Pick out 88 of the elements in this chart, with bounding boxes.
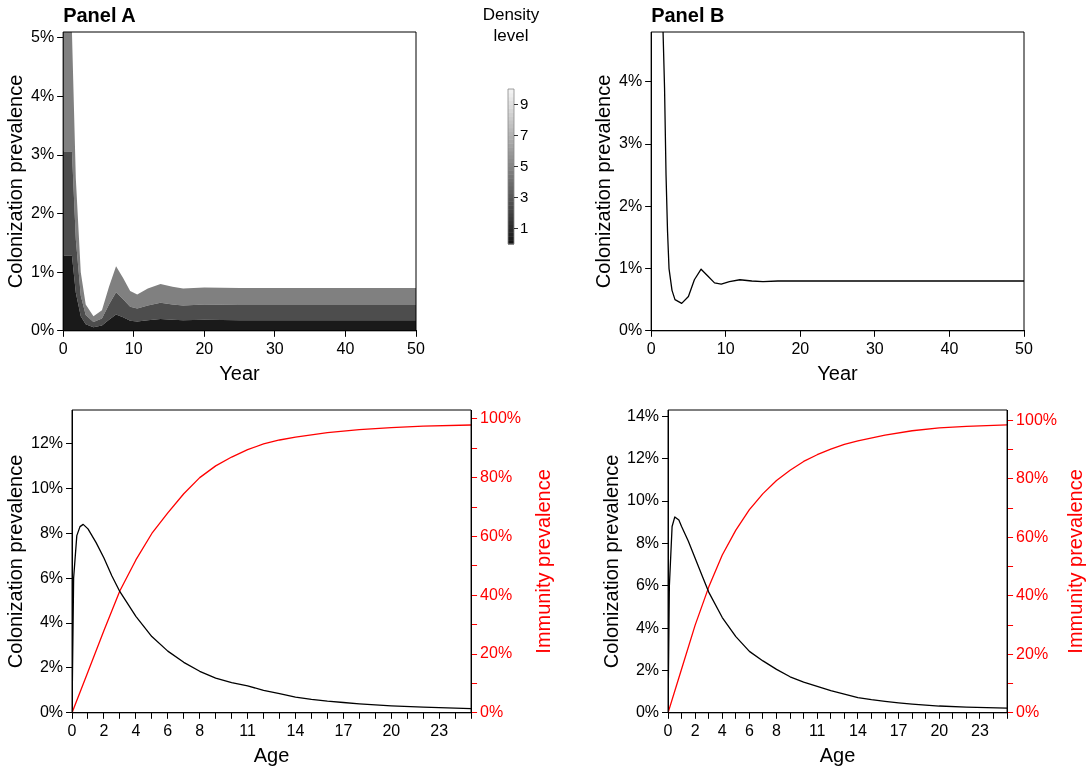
y-tick-label: 6% xyxy=(635,576,660,594)
chart-title: Panel A xyxy=(63,3,136,26)
y2-axis-title: Immunity prevalence xyxy=(531,469,554,654)
y-axis-title: Colonization prevalence xyxy=(591,74,614,289)
y-tick-label: 2% xyxy=(31,204,55,222)
y2-tick-label: 0% xyxy=(480,703,504,721)
x-axis-title: Age xyxy=(819,743,856,766)
y2-tick-label: 20% xyxy=(1016,644,1049,662)
x-tick-label: 20 xyxy=(195,339,214,357)
x-axis-title: Year xyxy=(817,361,859,384)
y-tick-label: 0% xyxy=(39,703,64,721)
y2-tick-label: 80% xyxy=(1016,469,1049,487)
x-tick-label: 20 xyxy=(382,721,401,739)
y-tick-label: 8% xyxy=(39,523,64,541)
y-tick-label: 1% xyxy=(619,258,643,276)
x-tick-label: 6 xyxy=(163,721,173,739)
x-tick-label: 20 xyxy=(930,721,949,739)
y-tick-label: 2% xyxy=(635,660,660,678)
y-tick-label: 4% xyxy=(635,618,660,636)
x-tick-label: 8 xyxy=(195,721,205,739)
x-tick-label: 17 xyxy=(889,721,908,739)
x-tick-label: 40 xyxy=(940,339,959,357)
x-tick-label: 10 xyxy=(716,339,735,357)
y-axis-title: Colonization prevalence xyxy=(599,454,622,669)
y-tick-label: 2% xyxy=(619,196,643,214)
x-tick-label: 4 xyxy=(717,721,727,739)
x-tick-label: 50 xyxy=(1015,339,1033,357)
x-tick-label: 0 xyxy=(663,721,673,739)
y2-tick-label: 60% xyxy=(1016,527,1049,545)
y-tick-label: 4% xyxy=(619,72,643,90)
color-bar-label: 1 xyxy=(520,218,529,236)
x-tick-label: 23 xyxy=(430,721,449,739)
color-bar-label: 9 xyxy=(520,94,529,112)
y-tick-label: 10% xyxy=(626,491,660,509)
x-tick-label: 2 xyxy=(690,721,700,739)
x-tick-label: 8 xyxy=(772,721,782,739)
x-tick-label: 11 xyxy=(808,721,826,739)
x-tick-label: 0 xyxy=(646,339,656,357)
x-tick-label: 10 xyxy=(124,339,143,357)
x-tick-label: 2 xyxy=(99,721,109,739)
y-tick-label: 3% xyxy=(31,145,55,163)
x-tick-label: 40 xyxy=(336,339,355,357)
y-tick-label: 4% xyxy=(39,613,64,631)
x-tick-label: 30 xyxy=(865,339,884,357)
y-axis-title: Colonization prevalence xyxy=(3,74,26,289)
y2-tick-label: 0% xyxy=(1016,703,1040,721)
y-tick-label: 4% xyxy=(31,86,55,104)
y2-axis-title: Immunity prevalence xyxy=(1063,469,1086,654)
x-tick-label: 0 xyxy=(67,721,77,739)
y2-tick-label: 100% xyxy=(480,409,521,427)
x-tick-label: 30 xyxy=(265,339,284,357)
color-bar-label: 3 xyxy=(520,187,529,205)
y-tick-label: 3% xyxy=(619,134,643,152)
x-tick-label: 23 xyxy=(971,721,989,739)
color-bar-label: 5 xyxy=(520,156,529,174)
y-tick-label: 12% xyxy=(626,449,660,467)
x-tick-label: 14 xyxy=(849,721,867,739)
x-tick-label: 6 xyxy=(744,721,754,739)
y-tick-label: 6% xyxy=(39,568,64,586)
x-tick-label: 14 xyxy=(286,721,305,739)
y2-tick-label: 80% xyxy=(480,468,513,486)
y-tick-label: 0% xyxy=(619,321,643,339)
x-tick-label: 50 xyxy=(407,339,425,357)
x-axis-title: Year xyxy=(219,361,261,384)
x-axis-title: Age xyxy=(253,743,290,766)
x-tick-label: 17 xyxy=(334,721,353,739)
y-tick-label: 1% xyxy=(31,262,55,280)
y-tick-label: 0% xyxy=(31,321,55,339)
y-tick-label: 8% xyxy=(635,533,660,551)
y-tick-label: 0% xyxy=(635,703,660,721)
y-axis-title: Colonization prevalence xyxy=(3,454,26,669)
chart-title: Panel B xyxy=(651,3,725,26)
color-bar-title: Density level xyxy=(482,5,540,45)
y2-tick-label: 40% xyxy=(1016,586,1049,604)
y-tick-label: 2% xyxy=(39,658,64,676)
y-tick-label: 5% xyxy=(31,28,55,46)
x-tick-label: 11 xyxy=(239,721,257,739)
y-tick-label: 12% xyxy=(30,434,64,452)
y2-tick-label: 20% xyxy=(480,644,513,662)
x-tick-label: 20 xyxy=(791,339,810,357)
x-tick-label: 0 xyxy=(58,339,68,357)
color-bar-label: 7 xyxy=(520,125,529,143)
y-tick-label: 10% xyxy=(30,478,64,496)
y2-tick-label: 100% xyxy=(1016,410,1057,428)
y-tick-label: 14% xyxy=(626,406,660,424)
y2-tick-label: 40% xyxy=(480,585,513,603)
y2-tick-label: 60% xyxy=(480,526,513,544)
x-tick-label: 4 xyxy=(131,721,141,739)
